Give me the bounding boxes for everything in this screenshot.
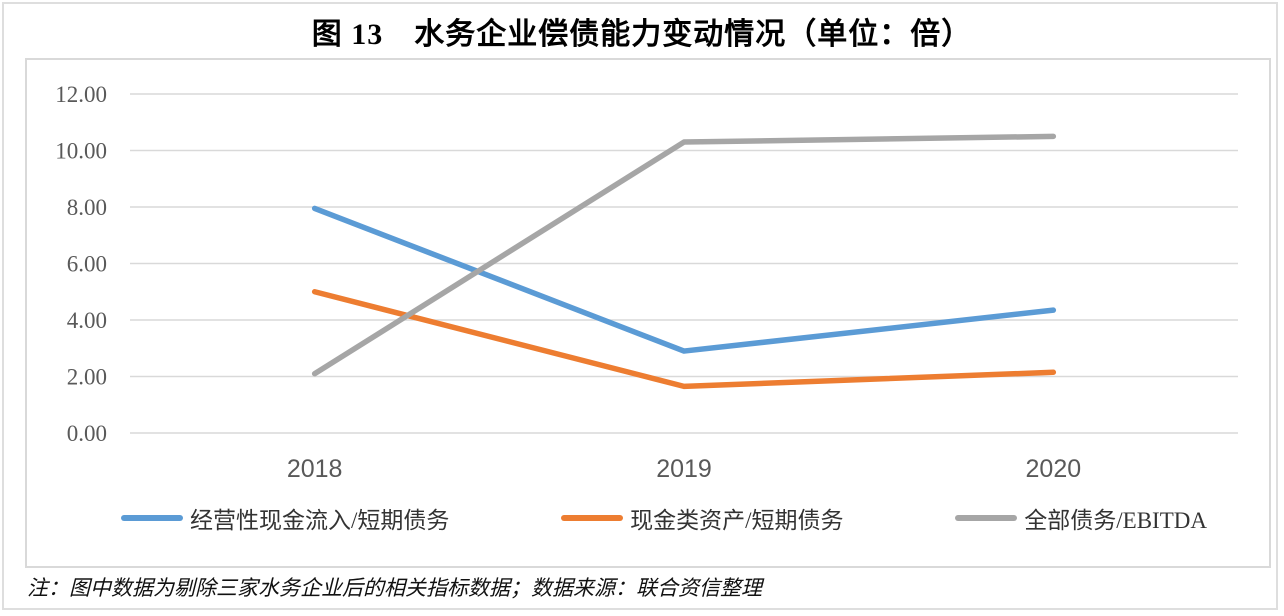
legend-item-2: 全部债务/EBITDA xyxy=(955,501,1207,535)
legend-label-0: 经营性现金流入/短期债务 xyxy=(190,508,450,533)
legend-label-2: 全部债务/EBITDA xyxy=(1024,508,1207,533)
chart-area: 0.00 2.00 4.00 6.00 8.00 10.00 12.00 2018 2019 20… xyxy=(25,58,1271,568)
y-tick-label: 0.00 xyxy=(67,421,107,446)
legend-item-1: 现金类资产/短期债务 xyxy=(561,501,844,535)
legend-swatch-0 xyxy=(121,515,183,521)
chart-title: 图 13 水务企业偿债能力变动情况（单位：倍） xyxy=(311,18,973,51)
y-tick-label: 6.00 xyxy=(67,252,107,277)
legend-label-1: 现金类资产/短期债务 xyxy=(630,508,844,533)
source-note: 注：图中数据为剔除三家水务企业后的相关指标数据；数据来源：联合资信整理 xyxy=(27,576,762,600)
x-tick-label: 2020 xyxy=(1026,455,1082,483)
legend-item-0: 经营性现金流入/短期债务 xyxy=(121,501,449,535)
y-tick-label: 8.00 xyxy=(67,195,107,220)
series-line-1 xyxy=(311,289,1057,390)
legend-swatch-1 xyxy=(561,515,624,521)
y-tick-label: 4.00 xyxy=(67,308,107,333)
y-tick-label: 12.00 xyxy=(55,82,107,107)
y-tick-label: 2.00 xyxy=(67,365,107,390)
chart-legend: 经营性现金流入/短期债务 现金类资产/短期债务 全部债务/EBITDA xyxy=(121,502,1207,534)
legend-swatch-2 xyxy=(955,515,1018,521)
x-tick-label: 2019 xyxy=(656,455,712,483)
y-tick-label: 10.00 xyxy=(55,139,107,164)
line-chart-canvas: 0.00 2.00 4.00 6.00 8.00 10.00 12.00 2018 2019 20… xyxy=(55,82,1238,483)
x-tick-label: 2018 xyxy=(287,455,343,483)
series-line-0 xyxy=(311,205,1057,354)
series-line-2 xyxy=(311,133,1057,377)
